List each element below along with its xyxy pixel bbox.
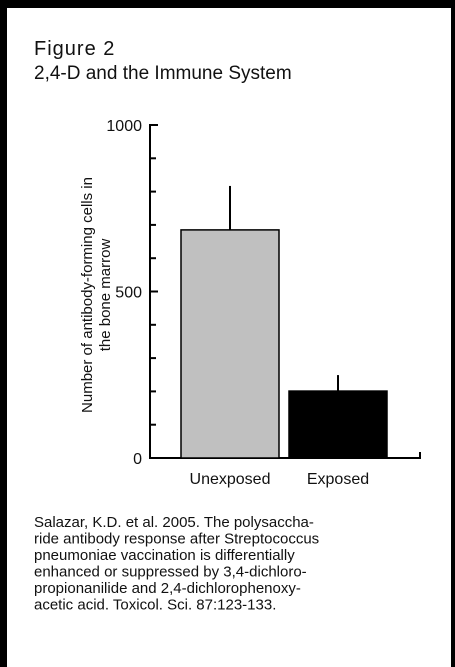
caption-line: propionanilide and 2,4-dichlorophenoxy- [34, 580, 301, 597]
y-axis-label: Number of antibody-forming cells in [79, 177, 96, 413]
caption-line: pneumoniae vaccination is differentially [34, 547, 295, 564]
bar [288, 390, 388, 459]
y-axis-label: the bone marrow [97, 239, 114, 352]
caption-line: enhanced or suppressed by 3,4-dichloro- [34, 564, 307, 581]
x-tick-label: Unexposed [190, 471, 271, 488]
x-tick-label: Exposed [307, 471, 369, 488]
y-tick-label: 1000 [106, 118, 142, 135]
bar [180, 229, 280, 459]
caption-line: ride antibody response after Streptococc… [34, 531, 319, 548]
caption-line: acetic acid. Toxicol. Sci. 87:123-133. [34, 597, 276, 614]
chart-title: Figure 2 [34, 38, 115, 60]
caption-line: Salazar, K.D. et al. 2005. The polysacch… [34, 514, 314, 531]
chart-subtitle: 2,4-D and the Immune System [34, 63, 292, 84]
y-tick-label: 500 [115, 285, 142, 302]
y-tick-label: 0 [133, 451, 142, 468]
